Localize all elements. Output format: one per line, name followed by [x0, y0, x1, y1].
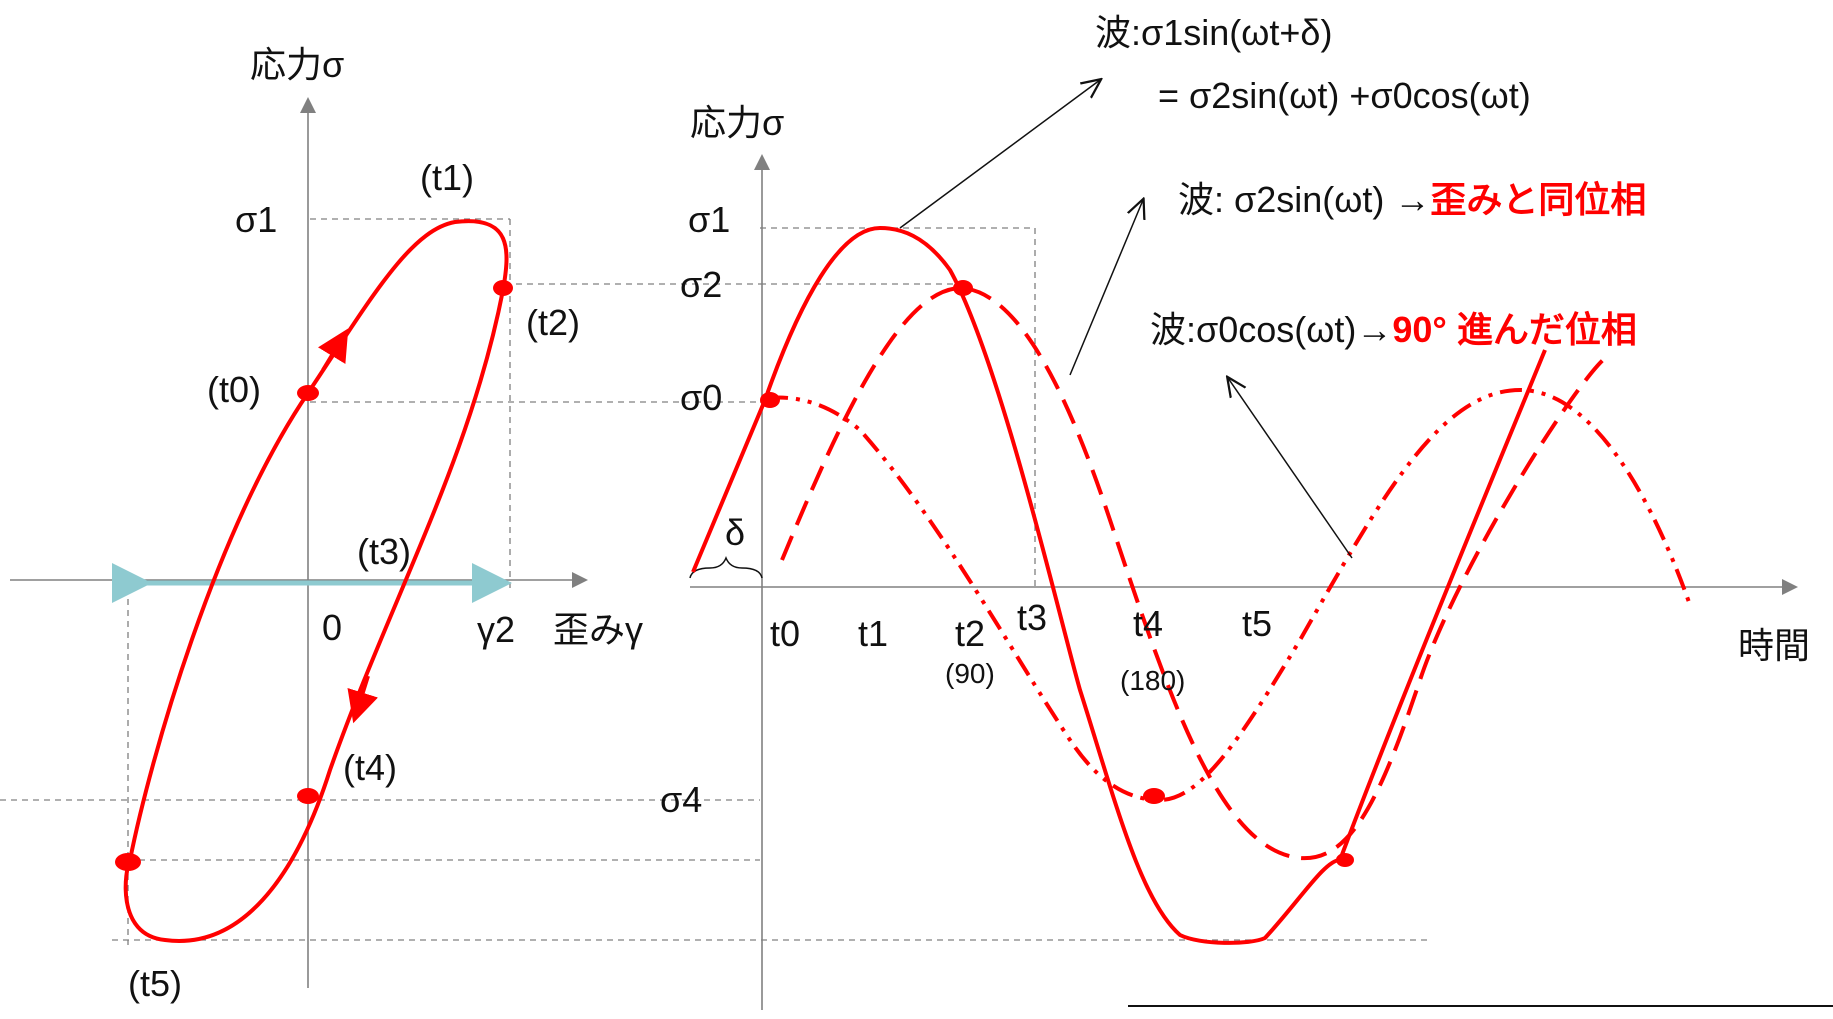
left-t1-label: (t1) — [420, 157, 474, 198]
wave-point-t4 — [1143, 788, 1165, 804]
annotation-total-line1: 波:σ1sin(ωt+δ) — [1095, 12, 1332, 53]
annotation-cos-emphasis-text: 進んだ位相 — [1457, 309, 1637, 350]
tick-deg90: (90) — [945, 658, 995, 689]
tick-t2: t2 — [955, 613, 985, 654]
left-t4-label: (t4) — [343, 747, 397, 788]
point-t4 — [297, 788, 319, 804]
left-t3-label: (t3) — [357, 531, 411, 572]
wave-point-t2 — [953, 280, 973, 296]
tick-t5: t5 — [1242, 603, 1272, 644]
left-t5-label: (t5) — [128, 963, 182, 1004]
cos-wave-curve — [765, 387, 1692, 803]
lissajous-ellipse — [123, 219, 509, 943]
left-t0-label: (t0) — [207, 369, 261, 410]
left-x-axis-label: 歪みγ — [553, 609, 643, 650]
annotation-sin-emphasis: 歪みと同位相 — [1430, 179, 1646, 220]
right-panel: 応力σ σ1 σ2 σ0 σ4 δ t0 t1 t2 t3 t4 t5 (90)… — [660, 12, 1810, 1010]
right-sigma0-label: σ0 — [680, 377, 722, 418]
left-gamma2-label: γ2 — [477, 609, 515, 650]
total-wave-curve — [691, 225, 1547, 945]
tick-t0: t0 — [770, 613, 800, 654]
delta-label: δ — [725, 512, 745, 553]
point-t2 — [493, 280, 513, 296]
tick-t3: t3 — [1017, 597, 1047, 638]
annotation-cos: 波:σ0cos(ωt)→90° 進んだ位相 — [1150, 309, 1637, 350]
pointer-arrow-cos — [1228, 378, 1353, 559]
sin-wave-curve — [780, 285, 1611, 861]
pointer-arrow-sin — [1069, 200, 1143, 376]
left-sigma1-label: σ1 — [235, 199, 277, 240]
annotation-sin: 波: σ2sin(ωt) →歪みと同位相 — [1178, 179, 1646, 220]
tick-t4: t4 — [1133, 603, 1163, 644]
left-panel: 応力σ σ1 (t1) (t2) (t0) (t3) 0 γ2 歪みγ (t4)… — [0, 44, 1430, 1004]
right-guide-lines — [760, 227, 1036, 590]
tick-deg180: (180) — [1120, 665, 1185, 696]
right-sigma4-label: σ4 — [660, 779, 702, 820]
annotation-cos-emphasis-num: 90° — [1392, 309, 1446, 350]
wave-point-t0 — [760, 392, 780, 408]
right-x-axis-label: 時間 — [1738, 625, 1810, 666]
delta-brace — [689, 555, 763, 579]
right-sigma1-label: σ1 — [688, 199, 730, 240]
right-y-axis-label: 応力σ — [690, 102, 784, 143]
tick-t1: t1 — [858, 613, 888, 654]
left-guide-lines — [0, 218, 1430, 945]
right-sigma2-label: σ2 — [680, 264, 722, 305]
direction-arrow-up — [318, 328, 349, 372]
annotation-total-line2: = σ2sin(ωt) +σ0cos(ωt) — [1158, 75, 1531, 116]
left-y-axis-label: 応力σ — [250, 44, 344, 85]
left-origin-label: 0 — [322, 607, 342, 648]
point-t5 — [115, 853, 141, 871]
point-t0 — [297, 385, 319, 401]
direction-arrow-down — [347, 675, 379, 724]
left-t2-label: (t2) — [526, 302, 580, 343]
wave-point-t5 — [1336, 853, 1354, 867]
pointer-arrow-total — [899, 80, 1100, 229]
